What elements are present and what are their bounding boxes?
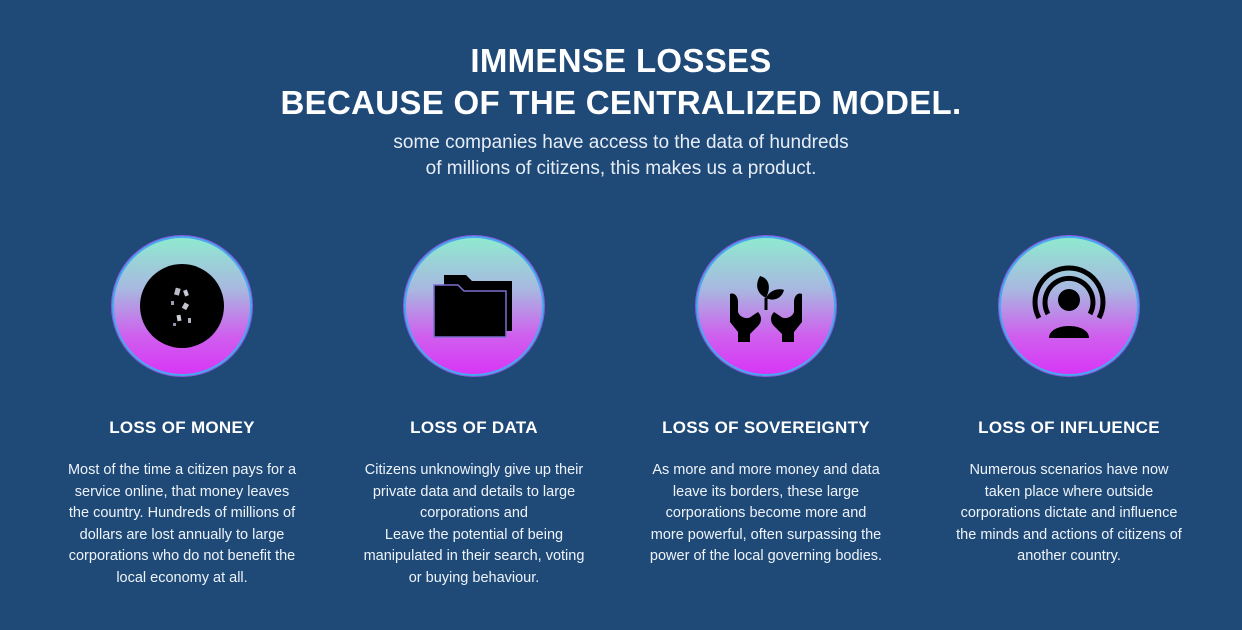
card-title: LOSS OF MONEY bbox=[109, 418, 255, 437]
subtitle-line-1: some companies have access to the data o… bbox=[393, 132, 849, 153]
card-loss-of-influence: LOSS OF INFLUENCE Numerous scenarios hav… bbox=[919, 236, 1219, 568]
card-title: LOSS OF DATA bbox=[410, 418, 538, 437]
card-title: LOSS OF INFLUENCE bbox=[978, 418, 1160, 437]
card-loss-of-data: LOSS OF DATA Citizens unknowingly give u… bbox=[324, 236, 624, 589]
icon-circle bbox=[112, 236, 252, 376]
icon-circle bbox=[404, 236, 544, 376]
subtitle-line-2: of millions of citizens, this makes us a… bbox=[425, 158, 817, 179]
hands-plant-icon bbox=[724, 268, 808, 344]
card-description: Numerous scenarios have now taken place … bbox=[956, 462, 1182, 564]
icon-circle bbox=[999, 236, 1139, 376]
icon-circle bbox=[696, 236, 836, 376]
broadcaster-icon bbox=[1027, 264, 1111, 348]
coins-icon bbox=[139, 263, 225, 349]
card-description: As more and more money and data leave it… bbox=[649, 462, 883, 564]
title-line-1: IMMENSE LOSSES bbox=[470, 42, 772, 79]
card-description: Citizens unknowingly give up their priva… bbox=[363, 462, 585, 586]
card-title: LOSS OF SOVEREIGNTY bbox=[662, 418, 870, 437]
page-title: IMMENSE LOSSES BECAUSE OF THE CENTRALIZE… bbox=[0, 40, 1242, 124]
card-loss-of-sovereignty: LOSS OF SOVEREIGNTY As more and more mon… bbox=[616, 236, 916, 568]
title-line-2: BECAUSE OF THE CENTRALIZED MODEL. bbox=[280, 84, 962, 121]
card-description: Most of the time a citizen pays for a se… bbox=[67, 462, 297, 586]
card-loss-of-money: LOSS OF MONEY Most of the time a citizen… bbox=[32, 236, 332, 589]
page-subtitle: some companies have access to the data o… bbox=[0, 130, 1242, 182]
folder-icon bbox=[432, 271, 516, 341]
